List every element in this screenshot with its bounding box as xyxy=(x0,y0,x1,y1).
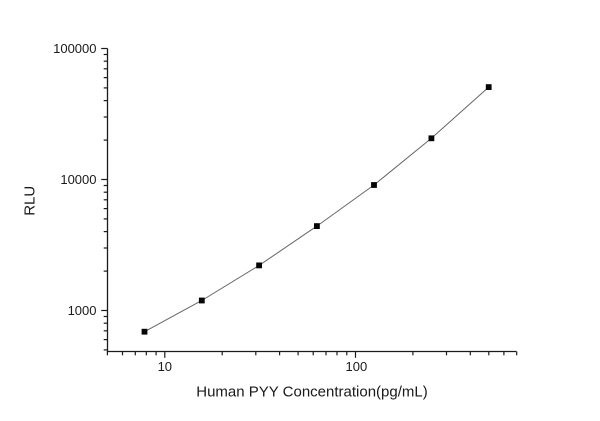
svg-text:100000: 100000 xyxy=(53,41,96,56)
svg-text:1000: 1000 xyxy=(68,303,97,318)
svg-text:100: 100 xyxy=(346,359,368,374)
svg-text:10000: 10000 xyxy=(60,172,96,187)
svg-text:10: 10 xyxy=(158,359,172,374)
svg-text:RLU: RLU xyxy=(22,186,39,216)
svg-text:Human PYY Concentration(pg/mL): Human PYY Concentration(pg/mL) xyxy=(196,384,428,401)
